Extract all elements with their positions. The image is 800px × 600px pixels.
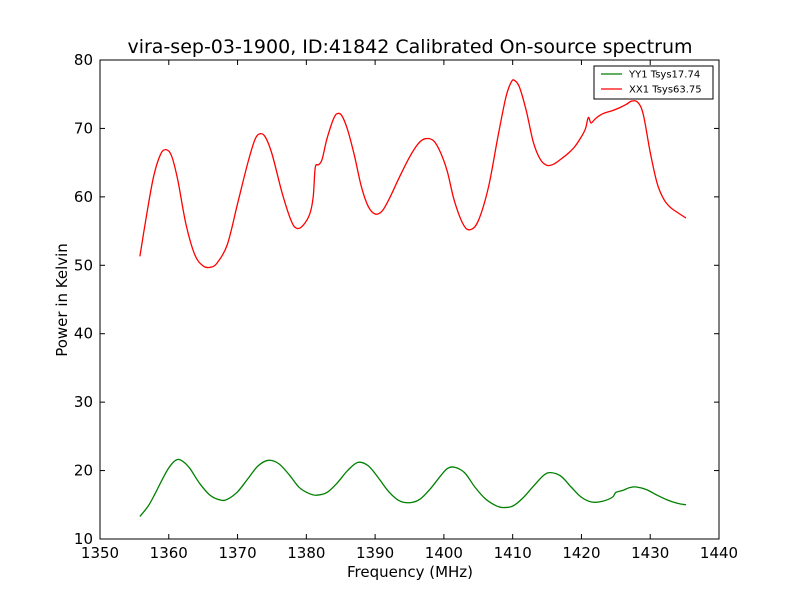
- legend-label-yy1: YY1 Tsys17.74: [628, 70, 700, 81]
- series-line-yy1: [139, 458, 687, 517]
- y-tick-label: 40: [74, 325, 93, 343]
- x-tick-label: 1420: [562, 544, 600, 562]
- legend-label-xx1: XX1 Tsys63.75: [629, 85, 702, 96]
- y-tick-label: 70: [74, 119, 93, 137]
- ticks-layer: 1350 1360 1370 1380 1390 1400 1410 1420 1430 1440…: [74, 51, 738, 562]
- x-tick-label: 1380: [287, 544, 325, 562]
- series-layer: [139, 79, 687, 517]
- x-axis-label: Frequency (MHz): [347, 563, 473, 581]
- chart-title: vira-sep-03-1900, ID:41842 Calibrated On…: [127, 36, 692, 58]
- x-tick-label: 1400: [425, 544, 463, 562]
- x-tick-label: 1350: [81, 544, 119, 562]
- y-tick-label: 80: [74, 51, 93, 69]
- y-tick-label: 30: [74, 393, 93, 411]
- legend: YY1 Tsys17.74 XX1 Tsys63.75: [593, 65, 714, 100]
- y-tick-label: 50: [74, 256, 93, 274]
- legend-box: [593, 65, 714, 100]
- x-tick-label: 1430: [631, 544, 669, 562]
- series-line-xx1: [139, 79, 687, 269]
- x-tick-label: 1440: [700, 544, 738, 562]
- x-tick-label: 1360: [150, 544, 188, 562]
- y-tick-label: 10: [74, 530, 93, 548]
- x-tick-label: 1410: [494, 544, 532, 562]
- x-tick-label: 1370: [218, 544, 256, 562]
- plot-frame: [99, 59, 720, 540]
- y-tick-label: 20: [74, 462, 93, 480]
- y-axis-label: Power in Kelvin: [53, 243, 71, 357]
- y-tick-label: 60: [74, 188, 93, 206]
- x-tick-label: 1390: [356, 544, 394, 562]
